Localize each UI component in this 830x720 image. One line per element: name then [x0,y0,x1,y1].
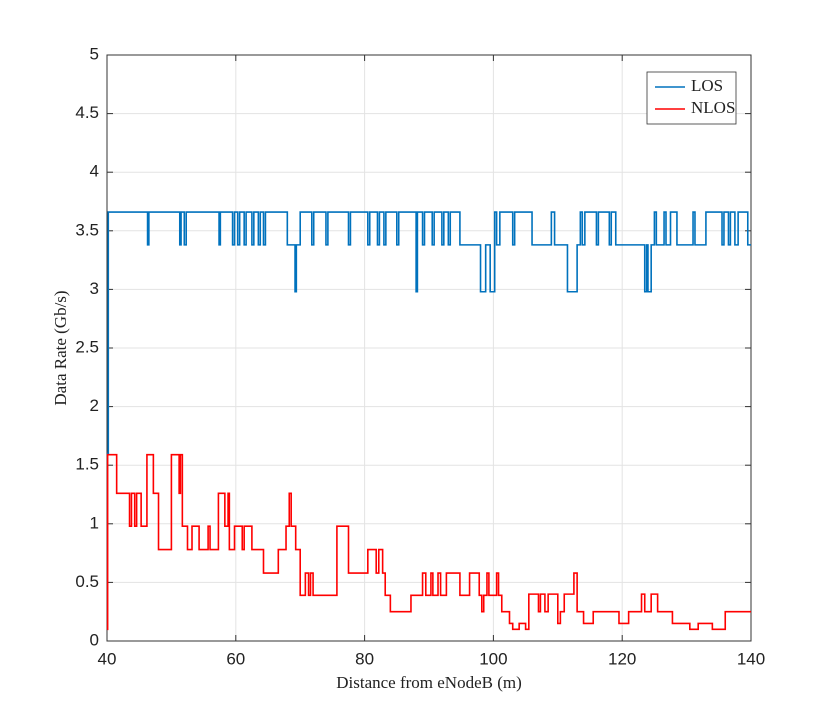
x-tick-label: 100 [479,649,507,668]
y-tick-label: 0.5 [75,572,99,591]
y-tick-label: 0 [90,630,99,649]
y-axis-label: Data Rate (Gb/s) [51,290,70,405]
data-line [107,211,751,455]
y-tick-label: 3 [90,279,99,298]
plot-frame [106,54,752,642]
legend-label: LOS [691,76,723,95]
y-tick-label: 5 [90,44,99,63]
data-line [106,453,751,631]
legend-box [646,71,737,125]
x-tick-label: 80 [355,649,374,668]
legend-label: NLOS [691,98,735,117]
y-tick-label: 4 [90,162,99,181]
x-tick-label: 140 [737,649,765,668]
x-tick-label: 40 [98,649,117,668]
x-tick-label: 120 [608,649,636,668]
y-tick-label: 2.5 [75,337,99,356]
y-tick-label: 2 [90,396,99,415]
y-tick-label: 1.5 [75,455,99,474]
y-tick-label: 4.5 [75,103,99,122]
y-tick-label: 1 [90,513,99,532]
y-tick-label: 3.5 [75,220,99,239]
x-axis-label: Distance from eNodeB (m) [336,673,522,692]
x-tick-label: 60 [226,649,245,668]
